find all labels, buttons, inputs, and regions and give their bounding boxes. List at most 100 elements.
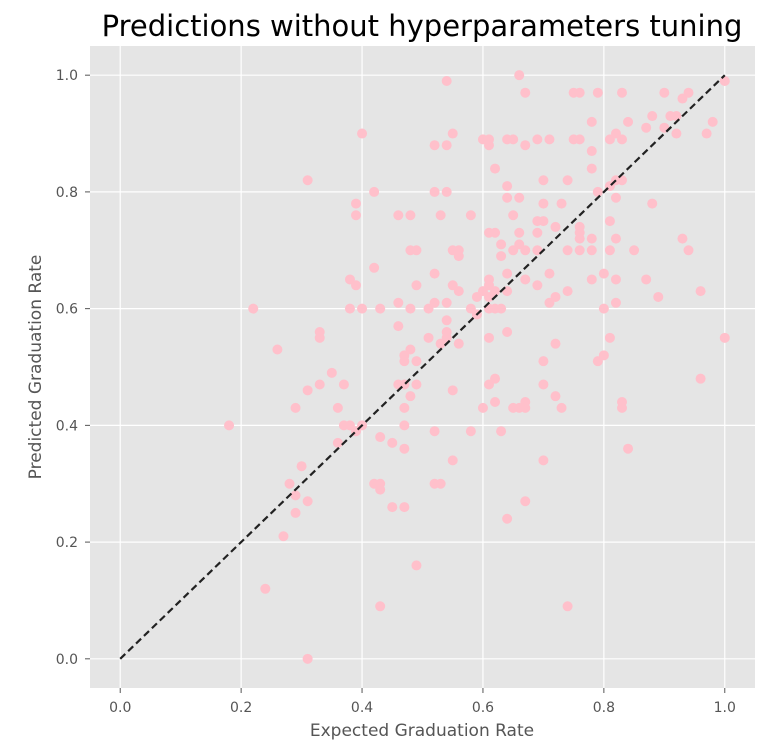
scatter-point <box>586 163 597 174</box>
scatter-point <box>393 297 404 308</box>
scatter-point <box>435 478 446 489</box>
scatter-point <box>405 210 416 221</box>
scatter-point <box>453 251 464 262</box>
scatter-point <box>520 245 531 256</box>
scatter-point <box>490 397 501 408</box>
scatter-point <box>538 379 549 390</box>
scatter-point <box>351 198 361 209</box>
scatter-point <box>514 227 525 238</box>
scatter-point <box>532 280 543 291</box>
x-tick-label: 0.4 <box>351 700 373 716</box>
scatter-point <box>405 303 416 314</box>
scatter-point <box>441 315 452 326</box>
scatter-point <box>520 496 531 507</box>
scatter-point <box>586 146 597 157</box>
scatter-point <box>393 210 404 221</box>
scatter-point <box>701 128 712 139</box>
scatter-point <box>695 286 706 297</box>
y-axis-ticks: 0.0 0.2 0.4 0.6 0.8 1.0 <box>56 68 90 668</box>
scatter-point <box>326 367 337 378</box>
scatter-point <box>617 402 627 413</box>
scatter-point <box>610 274 621 285</box>
scatter-point <box>290 507 301 518</box>
scatter-point <box>338 379 349 390</box>
scatter-point <box>617 134 627 145</box>
scatter-point <box>260 583 271 594</box>
scatter-point <box>629 245 640 256</box>
scatter-point <box>411 356 422 367</box>
scatter-point <box>677 233 688 244</box>
y-tick-label: 0.2 <box>56 535 78 551</box>
scatter-point <box>351 280 361 291</box>
scatter-point <box>405 391 416 402</box>
scatter-point <box>441 140 452 151</box>
scatter-point <box>423 332 434 343</box>
scatter-point <box>538 455 549 466</box>
scatter-point <box>598 268 609 279</box>
scatter-point <box>484 140 494 151</box>
scatter-point <box>502 192 513 203</box>
scatter-point <box>610 233 621 244</box>
scatter-point <box>387 437 398 448</box>
scatter-point <box>290 402 301 413</box>
scatter-point <box>399 420 410 431</box>
y-tick-label: 0.0 <box>56 652 78 668</box>
scatter-point <box>399 502 410 513</box>
scatter-point <box>496 239 507 250</box>
x-tick-label: 0.8 <box>593 700 615 716</box>
chart-title: Predictions without hyperparameters tuni… <box>102 9 743 43</box>
scatter-point <box>411 280 422 291</box>
scatter-point <box>357 128 368 139</box>
scatter-point <box>496 303 507 314</box>
scatter-point <box>574 245 585 256</box>
scatter-point <box>586 233 597 244</box>
scatter-point <box>429 426 440 437</box>
scatter-point <box>296 461 307 472</box>
scatter-point <box>496 251 507 262</box>
x-axis-ticks: 0.0 0.2 0.4 0.6 0.8 1.0 <box>109 688 736 716</box>
scatter-point <box>447 385 458 396</box>
scatter-point <box>248 303 259 314</box>
scatter-point <box>653 291 664 302</box>
scatter-point <box>610 192 621 203</box>
scatter-point <box>610 297 621 308</box>
scatter-point <box>544 268 555 279</box>
scatter-point <box>538 175 549 186</box>
reference-line <box>119 74 726 660</box>
scatter-point <box>520 140 531 151</box>
x-tick-label: 0.0 <box>109 700 131 716</box>
scatter-point <box>598 350 609 361</box>
scatter-point <box>490 163 501 174</box>
scatter-point <box>278 531 289 542</box>
x-tick-label: 0.2 <box>230 700 252 716</box>
scatter-point <box>592 186 603 197</box>
scatter-point <box>429 140 440 151</box>
scatter-point <box>604 332 615 343</box>
scatter-point <box>538 216 549 227</box>
scatter-point <box>562 245 573 256</box>
scatter-point <box>399 443 410 454</box>
scatter-point <box>302 496 313 507</box>
scatter-point <box>604 216 615 227</box>
scatter-point <box>538 356 549 367</box>
scatter-point <box>671 128 682 139</box>
scatter-point <box>399 402 410 413</box>
scatter-point <box>659 87 670 98</box>
scatter-point <box>302 385 313 396</box>
scatter-point <box>490 286 501 297</box>
scatter-point <box>429 297 440 308</box>
scatter-point <box>683 87 694 98</box>
scatter-point <box>387 502 398 513</box>
scatter-point <box>623 116 634 127</box>
scatter-point <box>302 175 313 186</box>
scatter-point <box>435 210 446 221</box>
scatter-point <box>272 344 283 355</box>
scatter-point <box>574 134 585 145</box>
scatter-point <box>574 87 585 98</box>
scatter-point <box>562 601 573 612</box>
scatter-point <box>623 443 634 454</box>
scatter-point <box>429 268 440 279</box>
scatter-point <box>490 227 501 238</box>
x-axis-label: Expected Graduation Rate <box>310 721 534 741</box>
